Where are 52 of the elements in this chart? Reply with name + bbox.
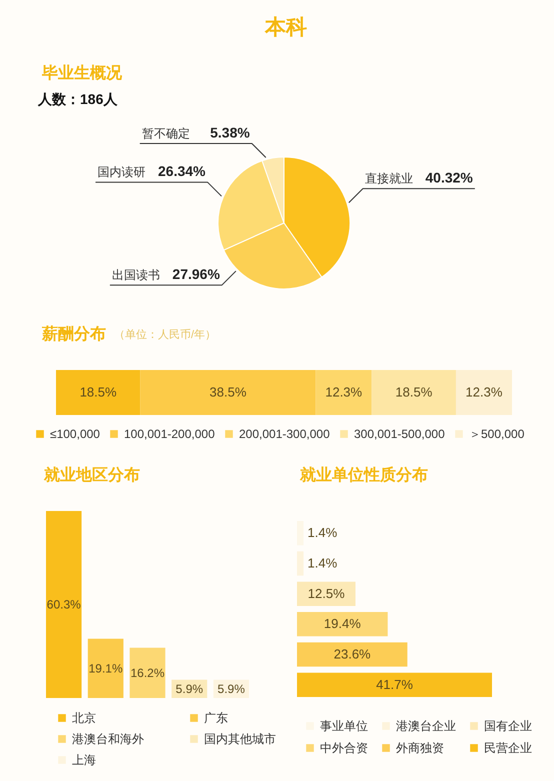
bar xyxy=(372,370,456,415)
legend-label: ≤100,000 xyxy=(50,427,100,441)
legend-label: 300,001-500,000 xyxy=(354,427,446,441)
chart-subtitle: 人数：186人 xyxy=(37,91,118,107)
slice-label: 直接就业 xyxy=(364,172,413,186)
data-label: 5.9% xyxy=(176,682,204,696)
data-label: 18.5% xyxy=(395,384,433,400)
chart-title: 毕业生概况 xyxy=(41,64,123,82)
data-label: 19.4% xyxy=(324,616,362,632)
legend-label: 广东 xyxy=(204,711,228,725)
data-label: 27.96% xyxy=(172,266,220,282)
data-label: 19.1% xyxy=(88,661,123,676)
legend-label: 上海 xyxy=(72,753,96,767)
legend-label: 港澳台企业 xyxy=(396,719,456,733)
chart-title: 就业地区分布 xyxy=(43,466,140,484)
data-label: 23.6% xyxy=(334,646,372,662)
legend-label: 200,001-300,000 xyxy=(239,427,330,441)
data-label: 12.3% xyxy=(466,384,503,400)
slice-label: 出国读书 xyxy=(112,268,160,282)
legend-label: 民营企业 xyxy=(484,741,532,755)
chart-title: 薪酬分布 xyxy=(41,325,106,343)
legend-label: 中外合资 xyxy=(320,741,368,755)
legend-label: 国有企业 xyxy=(484,719,532,733)
bar xyxy=(56,370,140,415)
data-label: 12.5% xyxy=(308,586,346,601)
data-label: 41.7% xyxy=(376,676,414,692)
slice-label: 国内读研 xyxy=(98,165,146,180)
data-label: 38.5% xyxy=(210,384,247,400)
bar xyxy=(140,370,316,415)
legend-label: ＞500,000 xyxy=(469,427,525,441)
legend-label: 港澳台和海外 xyxy=(72,732,144,746)
data-label: 40.32% xyxy=(425,170,474,186)
data-label: 12.3% xyxy=(325,384,363,400)
data-label: 1.4% xyxy=(308,555,338,570)
data-label: 16.2% xyxy=(130,666,165,680)
legend-label: 事业单位 xyxy=(320,719,368,733)
slice-label: 暂不确定 xyxy=(142,126,190,140)
legend-label: 100,001-200,000 xyxy=(124,427,216,441)
legend-label: 北京 xyxy=(72,711,96,725)
data-label: 26.34% xyxy=(158,163,206,180)
data-label: 1.4% xyxy=(308,525,338,540)
data-label: 60.3% xyxy=(46,598,82,612)
chart-title: 就业单位性质分布 xyxy=(299,466,428,484)
bar xyxy=(316,370,372,415)
bar xyxy=(456,370,512,415)
data-label: 5.38% xyxy=(210,124,250,140)
data-label: 18.5% xyxy=(80,384,117,400)
data-label: 5.9% xyxy=(218,682,246,696)
legend-label: 外商独资 xyxy=(396,741,444,755)
chart-subtitle: （单位：人民币/年） xyxy=(114,328,216,341)
legend-label: 国内其他城市 xyxy=(204,732,276,746)
text: 本科 xyxy=(264,16,307,39)
